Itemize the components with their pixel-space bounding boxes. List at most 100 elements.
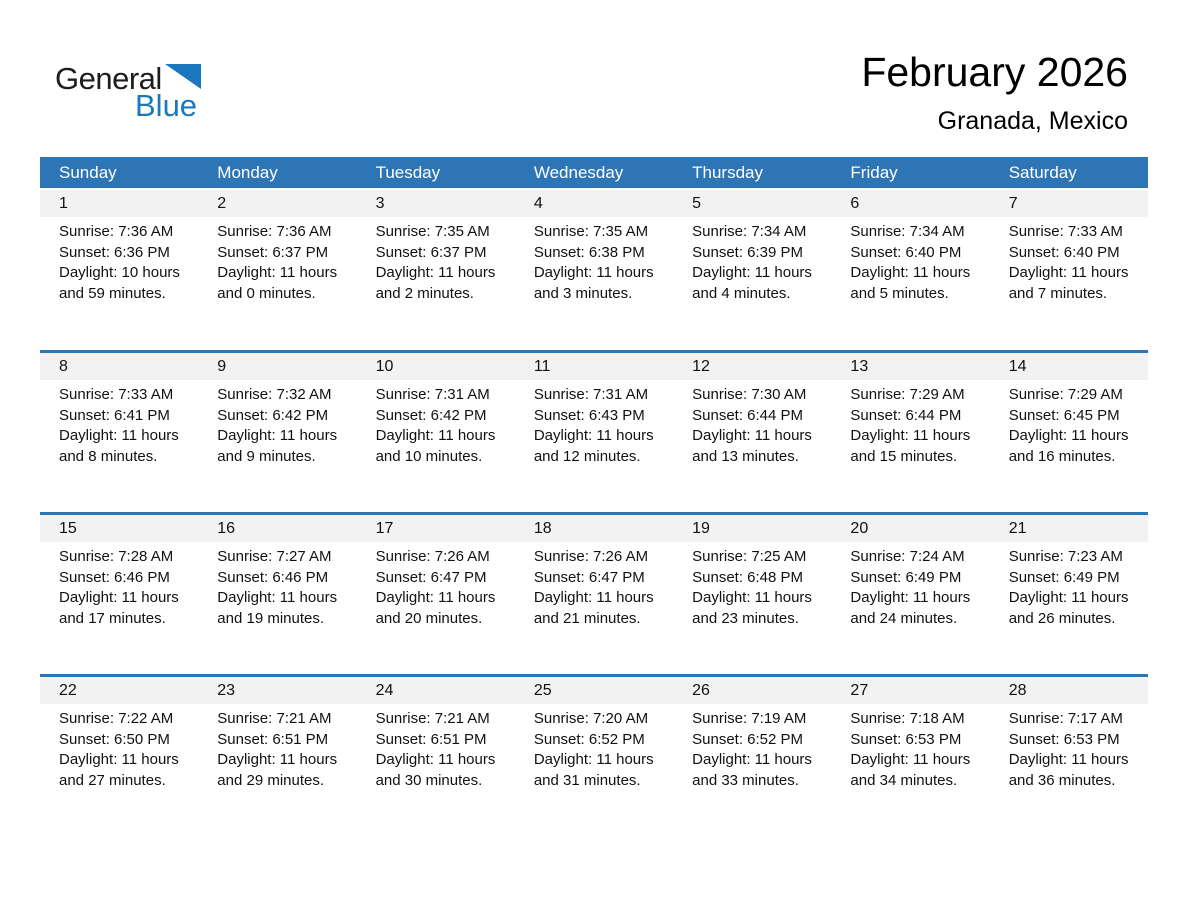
day-details-row: Sunrise: 7:33 AM Sunset: 6:41 PM Daylight:… [40,385,1148,467]
logo-text-blue: Blue [135,88,198,123]
day-cell: Sunrise: 7:27 AM Sunset: 6:46 PM Daylight:… [198,547,356,629]
day-number: 25 [533,681,552,699]
day-cell: Sunrise: 7:33 AM Sunset: 6:40 PM Daylight:… [990,222,1148,304]
daylight-line1-text: Daylight: 11 hours [850,751,971,769]
daylight-line1-text: Daylight: 11 hours [375,264,496,282]
location-subtitle: Granada, Mexico [937,107,1128,136]
sunrise-text: Sunrise: 7:24 AM [850,548,965,565]
day-cell: Sunrise: 7:34 AM Sunset: 6:39 PM Daylight:… [673,222,831,304]
day-number: 22 [59,681,77,699]
sunset-text: Sunset: 6:45 PM [1008,406,1120,424]
sunrise-text: Sunrise: 7:28 AM [59,548,174,565]
sunset-text: Sunset: 6:53 PM [1008,730,1120,748]
day-cell: Sunrise: 7:21 AM Sunset: 6:51 PM Daylight:… [198,709,356,791]
sunrise-text: Sunrise: 7:33 AM [1008,223,1123,240]
logo-triangle-icon [164,64,201,89]
daylight-line1-text: Daylight: 11 hours [533,264,654,282]
sunset-text: Sunset: 6:44 PM [692,406,804,424]
sunset-text: Sunset: 6:40 PM [1008,243,1120,261]
sunrise-text: Sunrise: 7:33 AM [59,386,174,403]
sunrise-text: Sunrise: 7:36 AM [59,223,174,240]
logo-text-general: General [55,61,162,96]
daylight-line2-text: and 5 minutes. [850,284,949,302]
daylight-line1-text: Daylight: 11 hours [1008,589,1129,607]
sunset-text: Sunset: 6:51 PM [375,730,487,748]
day-details-row: Sunrise: 7:22 AM Sunset: 6:50 PM Daylight:… [40,709,1148,791]
day-number-band: 22 23 24 25 26 27 28 [40,677,1148,704]
day-number: 27 [850,681,869,699]
weekday-header-sunday: Sunday [59,162,117,182]
sunset-text: Sunset: 6:47 PM [533,568,645,586]
daylight-line1-text: Daylight: 11 hours [850,264,971,282]
daylight-line1-text: Daylight: 11 hours [692,751,812,769]
sunset-text: Sunset: 6:52 PM [533,730,645,748]
daylight-line2-text: and 16 minutes. [1008,447,1116,465]
sunrise-text: Sunrise: 7:35 AM [533,223,649,240]
daylight-line1-text: Daylight: 11 hours [217,589,338,607]
daylight-line2-text: and 2 minutes. [375,284,474,302]
daylight-line2-text: and 19 minutes. [217,609,325,627]
sunrise-text: Sunrise: 7:26 AM [533,548,649,565]
sunset-text: Sunset: 6:40 PM [850,243,962,261]
sunset-text: Sunset: 6:46 PM [217,568,329,586]
daylight-line2-text: and 7 minutes. [1008,284,1108,302]
daylight-line1-text: Daylight: 11 hours [850,427,971,445]
day-cell: Sunrise: 7:21 AM Sunset: 6:51 PM Daylight:… [357,709,515,791]
day-number: 9 [217,357,227,375]
sunrise-text: Sunrise: 7:18 AM [850,710,965,727]
sunset-text: Sunset: 6:47 PM [375,568,487,586]
sunrise-text: Sunrise: 7:26 AM [375,548,490,565]
day-cell: Sunrise: 7:30 AM Sunset: 6:44 PM Daylight:… [673,385,831,467]
daylight-line2-text: and 4 minutes. [692,284,791,302]
daylight-line2-text: and 8 minutes. [59,447,158,465]
day-cell: Sunrise: 7:29 AM Sunset: 6:45 PM Daylight:… [990,385,1148,467]
day-number: 15 [59,519,77,537]
day-number: 11 [533,357,551,375]
daylight-line1-text: Daylight: 11 hours [533,589,654,607]
daylight-line1-text: Daylight: 11 hours [692,589,812,607]
daylight-line2-text: and 17 minutes. [59,609,166,627]
sunrise-text: Sunrise: 7:31 AM [533,386,649,403]
daylight-line2-text: and 59 minutes. [59,284,166,302]
daylight-line1-text: Daylight: 11 hours [1008,427,1129,445]
sunrise-text: Sunrise: 7:25 AM [692,548,807,565]
daylight-line1-text: Daylight: 11 hours [217,264,338,282]
sunrise-text: Sunrise: 7:21 AM [375,710,490,727]
daylight-line1-text: Daylight: 11 hours [692,264,812,282]
day-number: 28 [1008,681,1027,699]
day-number: 8 [59,357,68,375]
day-number: 13 [850,357,869,375]
daylight-line2-text: and 10 minutes. [375,447,483,465]
daylight-line2-text: and 26 minutes. [1008,609,1116,627]
daylight-line2-text: and 15 minutes. [850,447,958,465]
general-blue-logo: General Blue [55,63,201,121]
sunset-text: Sunset: 6:37 PM [217,243,329,261]
sunset-text: Sunset: 6:52 PM [692,730,804,748]
daylight-line2-text: and 13 minutes. [692,447,799,465]
day-number-band: 1 2 3 4 5 6 7 [40,190,1148,217]
sunset-text: Sunset: 6:46 PM [59,568,170,586]
sunrise-text: Sunrise: 7:29 AM [1008,386,1123,403]
daylight-line2-text: and 24 minutes. [850,609,958,627]
sunrise-text: Sunrise: 7:35 AM [375,223,490,240]
day-cell: Sunrise: 7:32 AM Sunset: 6:42 PM Daylight:… [198,385,356,467]
day-number: 17 [375,519,394,537]
week-row: 1 2 3 4 5 6 7 Sunrise: 7:36 AM Sunset: 6:36 PM Da… [40,188,1148,350]
sunset-text: Sunset: 6:36 PM [59,243,170,261]
logo-row: General [55,63,201,94]
daylight-line1-text: Daylight: 11 hours [59,589,179,607]
day-number: 19 [692,519,710,537]
weekday-header-row: Sunday Monday Tuesday Wednesday Thursday Frid… [40,157,1148,188]
sunset-text: Sunset: 6:42 PM [217,406,329,424]
day-cell: Sunrise: 7:28 AM Sunset: 6:46 PM Daylight:… [40,547,198,629]
sunset-text: Sunset: 6:41 PM [59,406,170,424]
daylight-line1-text: Daylight: 11 hours [850,589,971,607]
daylight-line2-text: and 0 minutes. [217,284,316,302]
day-number: 12 [692,357,710,375]
day-cell: Sunrise: 7:33 AM Sunset: 6:41 PM Daylight:… [40,385,198,467]
sunset-text: Sunset: 6:37 PM [375,243,487,261]
daylight-line2-text: and 29 minutes. [217,771,325,789]
day-number: 2 [217,194,227,212]
day-number: 7 [1008,194,1018,212]
day-number-band: 8 9 10 11 12 13 14 [40,353,1148,380]
